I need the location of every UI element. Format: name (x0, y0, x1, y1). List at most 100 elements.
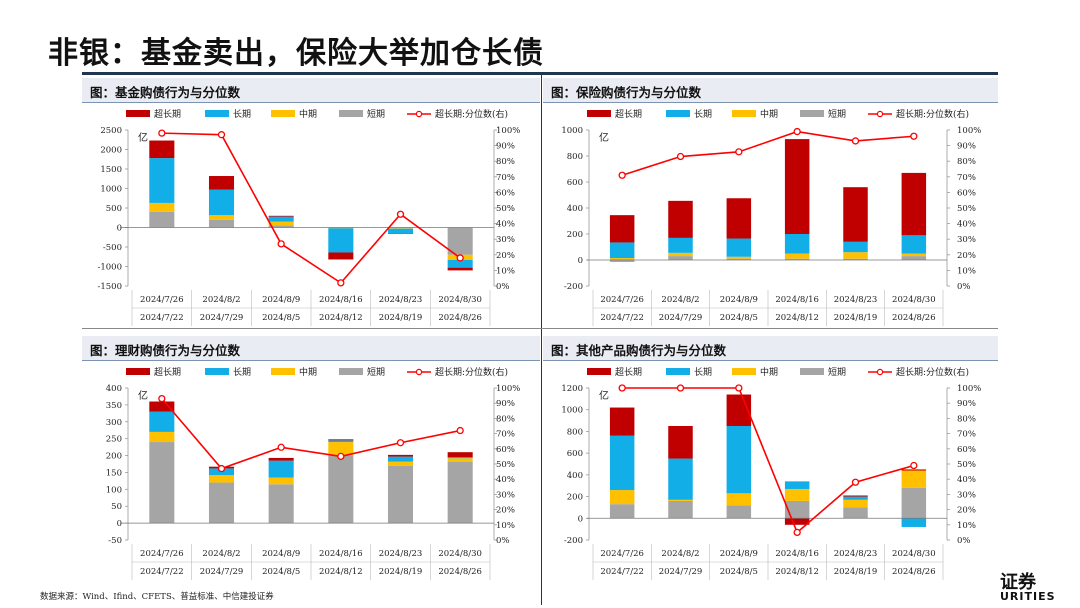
x-tick-label: 2024/8/16 (775, 295, 819, 305)
x-tick-label-secondary: 2024/8/26 (438, 567, 482, 577)
y-tick-label: 1000 (561, 406, 583, 416)
chart-fund: 超长期 长期 中期 短期 超长期:分位数(右) 亿 -1500 -1000 -500 0 500 10… (97, 108, 520, 326)
legend-swatch-mid (732, 110, 756, 117)
panel-header: 图：基金购债行为与分位数 (82, 78, 540, 103)
bar-long (784, 234, 810, 254)
legend: 超长期 长期 中期 短期 超长期:分位数(右) (126, 366, 508, 378)
percentile-marker (456, 254, 464, 262)
y-tick-label: -1000 (97, 263, 122, 273)
y-tick-label: 1000 (561, 126, 583, 136)
bar-long (901, 235, 927, 254)
bar-long (149, 158, 175, 203)
y2-tick-label: 50% (496, 204, 515, 214)
bar-ultra (843, 187, 868, 242)
bar-mid (268, 221, 294, 226)
x-tick-label: 2024/7/26 (140, 295, 184, 305)
x-tick-label: 2024/8/2 (202, 549, 240, 559)
y-tick-label: 100 (106, 485, 122, 495)
bars (609, 139, 927, 262)
y-tick-label: 250 (106, 435, 122, 445)
y-tick-label: 1200 (561, 384, 583, 394)
panel-other: 图：其他产品购债行为与分位数 超长期 长期 中期 短期 超长期:分位数(右) 亿 -200 0… (543, 336, 998, 582)
legend-label-short: 短期 (367, 108, 385, 120)
unit-label: 亿 (599, 389, 609, 402)
y2-tick-label: 90% (496, 399, 515, 409)
x-tick-label-secondary: 2024/7/29 (200, 313, 244, 323)
x-tick-label: 2024/8/2 (202, 295, 240, 305)
x-tick-label: 2024/8/2 (661, 295, 699, 305)
x-tick-label-secondary: 2024/8/12 (775, 313, 819, 323)
legend-label-ultra: 超长期 (615, 108, 642, 120)
x-tick-label-secondary: 2024/7/22 (140, 313, 184, 323)
y2-tick-label: 0% (957, 536, 971, 546)
bar-mid (149, 431, 175, 443)
y2-tick-label: 10% (496, 266, 515, 276)
source-footnote: 数据来源：Wind、Ifind、CFETS、普益标准、中信建投证券 (40, 592, 274, 602)
legend-swatch-ultra (126, 110, 150, 117)
bar-ultra (268, 215, 294, 217)
x-tick-label: 2024/8/30 (892, 549, 936, 559)
x-tick-label: 2024/8/23 (834, 295, 878, 305)
x-tick-label: 2024/7/26 (600, 549, 644, 559)
legend-label-line: 超长期:分位数(右) (435, 366, 508, 378)
bar-short (447, 227, 473, 255)
bar-mid (387, 228, 414, 229)
legend-swatch-mid (732, 368, 756, 375)
y-tick-label: 2000 (100, 146, 122, 156)
bar-ultra (784, 518, 810, 525)
x-tick-label-secondary: 2024/7/29 (659, 567, 703, 577)
bar-mid (784, 488, 810, 501)
legend-line-marker (415, 368, 423, 376)
legend-swatch-short (800, 368, 824, 375)
x-tick-label-secondary: 2024/8/12 (775, 567, 819, 577)
legend-swatch-short (339, 368, 363, 375)
unit-label: 亿 (138, 131, 148, 144)
y2-tick-label: 100% (496, 384, 520, 394)
bar-short (609, 260, 635, 262)
y-tick-label: 600 (567, 449, 583, 459)
bar-ultra (901, 469, 927, 471)
y2-tick-label: 40% (957, 220, 976, 230)
y-tick-label: 350 (106, 401, 122, 411)
brand-logo: 证券 URITIES (1000, 566, 1080, 608)
percentile-marker (396, 210, 405, 218)
percentile-marker (735, 148, 743, 156)
y2-tick-label: 60% (957, 188, 976, 198)
bar-mid (726, 256, 752, 259)
bar-short (208, 482, 235, 524)
x-tick-label-secondary: 2024/8/19 (379, 313, 423, 323)
y2-tick-label: 100% (496, 126, 520, 136)
bar-long (149, 411, 175, 432)
legend-swatch-mid (271, 110, 295, 117)
legend-label-ultra: 超长期 (154, 108, 181, 120)
x-tick-label-secondary: 2024/8/26 (892, 313, 936, 323)
bar-short (784, 258, 810, 260)
legend-label-short: 短期 (828, 108, 846, 120)
y2-tick-label: 40% (496, 220, 515, 230)
legend-line-marker (415, 110, 423, 118)
y2-tick-label: 20% (957, 251, 976, 261)
bar-ultra (328, 439, 354, 441)
legend-label-long: 长期 (694, 108, 712, 120)
bar-long (668, 237, 693, 253)
bar-short (843, 258, 868, 260)
bar-ultra (268, 457, 294, 461)
percentile-marker (910, 461, 918, 470)
bar-ultra (609, 215, 635, 243)
legend-label-short: 短期 (828, 366, 846, 378)
y-tick-label: 200 (567, 493, 583, 503)
bar-mid (328, 227, 354, 229)
percentile-marker (676, 384, 685, 392)
bar-ultra (609, 407, 635, 436)
x-tick-label: 2024/8/2 (661, 549, 699, 559)
y-tick-label: 0 (578, 514, 583, 524)
y2-tick-label: 10% (957, 266, 976, 276)
y-tick-label: 600 (567, 178, 583, 188)
bar-short (149, 442, 175, 524)
legend-swatch-long (205, 110, 229, 117)
y-tick-label: 2500 (100, 126, 122, 136)
y-tick-label: 800 (567, 152, 583, 162)
percentile-marker (277, 240, 285, 248)
bar-short (268, 484, 294, 524)
y2-tick-label: 80% (957, 157, 976, 167)
